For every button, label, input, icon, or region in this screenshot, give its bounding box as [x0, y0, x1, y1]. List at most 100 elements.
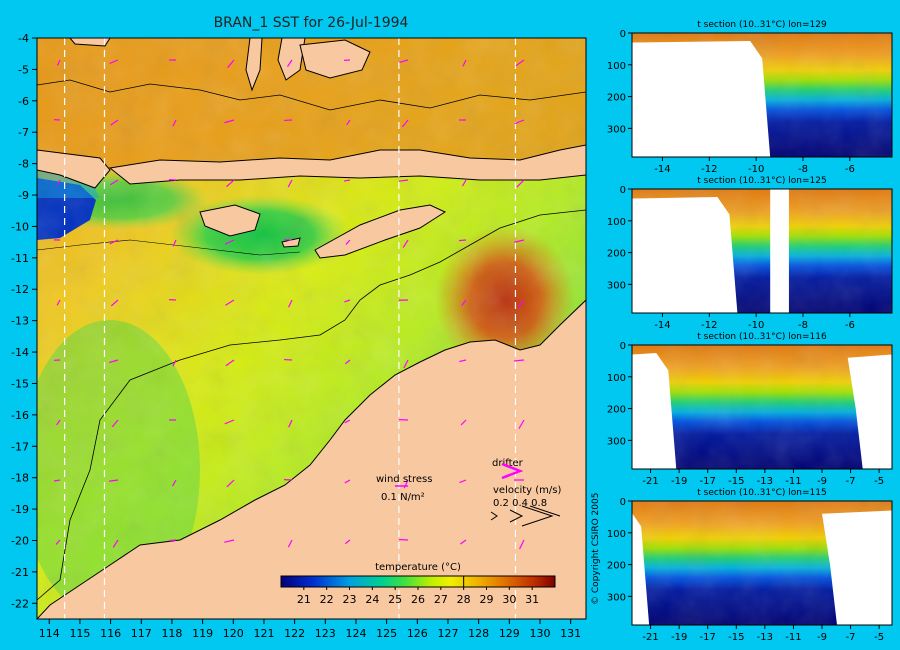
- wind-glyph-22: [287, 179, 293, 188]
- map-x-tick-label-13: 127: [437, 627, 458, 640]
- land-sulawesi-tip: [69, 38, 111, 47]
- colorbar-ramp: [280, 575, 556, 588]
- wind-glyph-80: [519, 539, 525, 550]
- land-buton: [277, 38, 306, 81]
- wind-glyph-78: [398, 538, 409, 541]
- map-y-tick-label-15: -19: [11, 503, 29, 516]
- wind-glyph-17: [514, 119, 525, 125]
- land-sumba: [199, 204, 261, 237]
- wind-glyph-46: [109, 359, 119, 364]
- map-x-tick-label-12: 126: [407, 627, 428, 640]
- section-2-x-tick-label-3: -15: [728, 476, 744, 487]
- section-field-0: [632, 33, 892, 157]
- velocity-arrow-small: [490, 511, 498, 521]
- map-y-tick-label-3: -7: [18, 126, 29, 139]
- wind-glyph-44: [517, 299, 525, 309]
- section-mask-3-1: [822, 510, 892, 625]
- section-3-y-tick-label-3: 300: [607, 592, 626, 603]
- section-title-1: t section (10..31°C) lon=125: [697, 176, 826, 186]
- section-2-x-tick-label-1: -19: [671, 476, 687, 487]
- map-x-tick-label-11: 125: [376, 627, 397, 640]
- section-3-x-tick-label-5: -11: [785, 632, 801, 643]
- section-3-x-tick-label-8: -5: [874, 632, 884, 643]
- section-1-x-tick-label-1: -12: [701, 320, 717, 331]
- map-y-tick-label-2: -6: [18, 95, 29, 108]
- section-3-y-tick-label-2: 200: [607, 561, 626, 572]
- wind-glyph-36: [56, 299, 61, 306]
- colorbar-tick-label-4: 25: [388, 593, 402, 606]
- section-2-x-tick-label-7: -7: [846, 476, 856, 487]
- wind-glyph-61: [460, 419, 467, 426]
- land-coastal-outline: [37, 79, 586, 111]
- map-x-tick-label-16: 130: [529, 627, 550, 640]
- wind-glyph-69: [403, 479, 409, 489]
- section-2-y-tick-label-1: 100: [607, 373, 626, 384]
- map-y-tick-label-16: -20: [11, 534, 29, 547]
- colorbar-tick-label-1: 22: [320, 593, 334, 606]
- wind-glyph-55: [111, 419, 119, 428]
- colorbar-tick-label-0: 21: [297, 593, 311, 606]
- wind-glyph-57: [224, 419, 235, 425]
- section-3-y-tick-label-1: 100: [607, 529, 626, 540]
- wind-glyph-41: [344, 299, 351, 303]
- wind-glyph-24: [398, 179, 409, 182]
- section-0-y-tick-label-2: 200: [607, 93, 626, 104]
- map-y-tick-label-17: -21: [11, 566, 29, 579]
- wind-glyph-29: [172, 239, 177, 247]
- map-x-tick-label-7: 121: [253, 627, 274, 640]
- section-2-y-tick-label-0: 0: [620, 341, 626, 352]
- map-title: BRAN_1 SST for 26-Jul-1994: [214, 15, 409, 31]
- wind-glyph-11: [172, 119, 177, 127]
- section-3-x-tick-label-4: -13: [757, 632, 773, 643]
- wind-glyph-3: [227, 59, 235, 69]
- wind-glyph-77: [344, 539, 351, 545]
- section-0-y-tick-label-1: 100: [607, 61, 626, 72]
- wind-glyph-26: [516, 179, 525, 188]
- land-australia: [37, 299, 586, 619]
- section-panel-0: t section (10..31°C) lon=129 -14 -12 -10 -8 -…: [607, 20, 893, 175]
- section-field-2: [632, 345, 892, 469]
- section-2-x-tick-label-4: -13: [757, 476, 773, 487]
- map-x-tick-label-9: 123: [315, 627, 336, 640]
- section-3-x-tick-label-2: -17: [700, 632, 716, 643]
- wind-glyph-72: [55, 539, 61, 545]
- wind-glyph-32: [345, 239, 351, 245]
- wind-glyph-14: [346, 119, 351, 126]
- map-y-tick-label-13: -17: [11, 440, 29, 453]
- map-y-tick-label-0: -4: [18, 32, 29, 45]
- wind-glyph-37: [110, 299, 119, 307]
- colorbar-tick-label-3: 24: [365, 593, 379, 606]
- map-frame: [36, 37, 587, 620]
- wind-glyph-54: [56, 419, 61, 426]
- section-texture-2: [632, 345, 892, 469]
- wind-glyph-19: [110, 179, 119, 186]
- wind-glyph-48: [225, 359, 235, 367]
- wind-stress-scale: 0.1 N/m²: [381, 492, 425, 503]
- map-y-tick-label-10: -14: [11, 346, 29, 359]
- wind-glyph-28: [109, 239, 119, 245]
- map-y-tick-label-18: -22: [11, 597, 29, 610]
- section-2-x-tick-label-2: -17: [700, 476, 716, 487]
- wind-glyph-79: [459, 539, 467, 545]
- map-x-tick-label-14: 128: [468, 627, 489, 640]
- wind-stress-label: wind stress: [376, 474, 432, 485]
- colorbar-tick-label-9: 30: [502, 593, 516, 606]
- wind-stress-glyphs: [53, 59, 525, 550]
- section-frame-0: [631, 32, 893, 158]
- section-mask-3-0: [632, 510, 650, 625]
- map-y-tick-label-6: -10: [11, 220, 29, 233]
- map-x-tick-label-5: 119: [192, 627, 213, 640]
- map-y-tick-label-7: -11: [11, 252, 29, 265]
- wind-glyph-34: [458, 239, 467, 242]
- section-lines: [64, 38, 517, 619]
- map-y-tick-label-8: -12: [11, 283, 29, 296]
- section-0-y-tick-label-3: 300: [607, 124, 626, 135]
- wind-glyph-52: [459, 359, 467, 363]
- wind-glyph-6: [399, 59, 409, 63]
- section-1-y-tick-label-0: 0: [620, 185, 626, 196]
- section-frame-3: [631, 500, 893, 626]
- shelf-contour-north: [37, 239, 301, 256]
- colorbar-tick-label-5: 26: [411, 593, 425, 606]
- wind-glyph-68: [344, 479, 351, 484]
- colorbar-ticks: 21 22 23 24 25 26 27 28 29 30 31: [297, 587, 539, 606]
